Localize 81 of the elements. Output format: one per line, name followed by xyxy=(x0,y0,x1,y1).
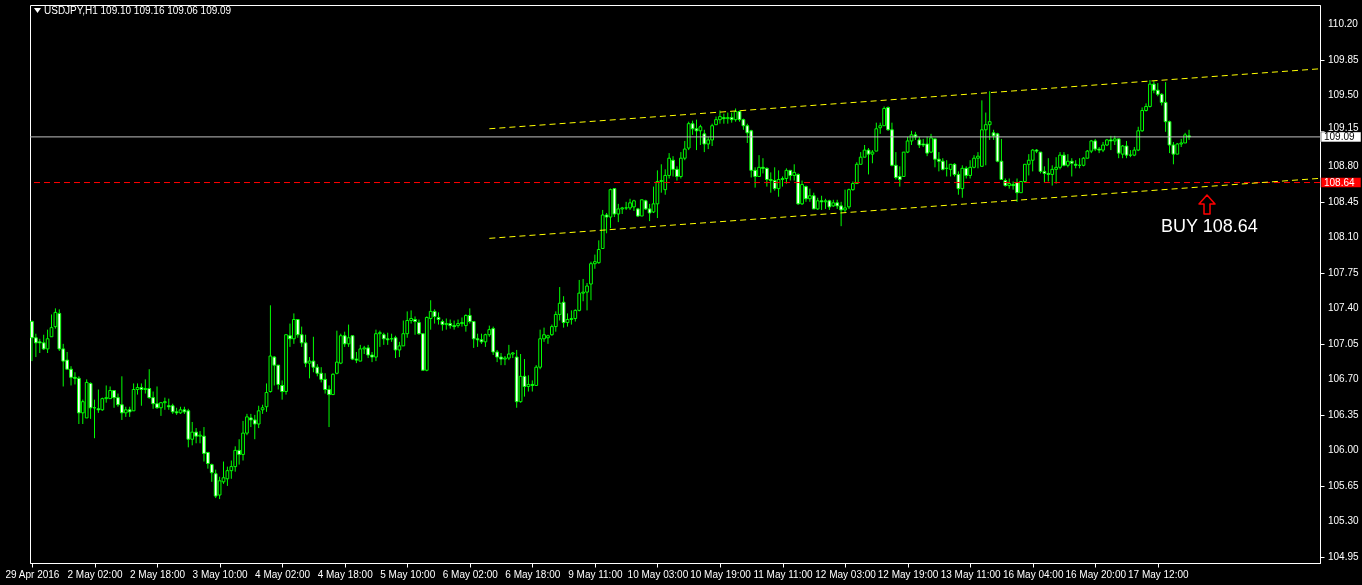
x-tick-label: 6 May 18:00 xyxy=(505,568,561,580)
candlestick xyxy=(768,171,773,194)
y-tick-label: 108.45 xyxy=(1328,195,1360,207)
x-tick-label: 17 May 12:00 xyxy=(1127,568,1189,580)
candlestick xyxy=(456,319,460,329)
candlestick xyxy=(452,320,456,331)
candlestick xyxy=(596,239,601,265)
x-tick-label: 5 May 10:00 xyxy=(380,568,436,580)
candlestick xyxy=(987,90,992,141)
y-tick-label: 106.35 xyxy=(1328,408,1360,420)
x-tick-label: 11 May 11:00 xyxy=(753,568,813,580)
candlestick xyxy=(163,397,167,411)
candlestick xyxy=(624,201,628,211)
candlestick xyxy=(112,390,116,409)
candlestick xyxy=(722,113,726,125)
candlestick xyxy=(120,375,124,421)
candlestick xyxy=(1015,177,1019,203)
candlestick xyxy=(776,169,781,198)
x-tick-label: 10 May 19:00 xyxy=(690,568,752,580)
candlestick xyxy=(460,316,464,328)
y-tick-label: 109.50 xyxy=(1328,89,1360,101)
candlestick xyxy=(968,159,972,179)
y-tick-label: 106.00 xyxy=(1328,444,1360,456)
candlestick xyxy=(1011,181,1015,191)
y-tick-label: 105.65 xyxy=(1328,479,1360,491)
candlestick xyxy=(256,405,261,429)
candlestick xyxy=(335,330,339,375)
annotation: BUY 108.64 xyxy=(1161,216,1258,236)
ref-line-label: 108.64 xyxy=(1324,176,1356,188)
y-tick-label: 109.85 xyxy=(1328,53,1360,65)
y-tick-label: 106.70 xyxy=(1328,373,1360,385)
x-tick-label: 12 May 19:00 xyxy=(877,568,939,580)
candlestick xyxy=(1054,156,1058,185)
x-tick-label: 16 May 20:00 xyxy=(1065,568,1127,580)
candlestick xyxy=(194,427,198,444)
candlestick xyxy=(698,124,703,146)
candlestick xyxy=(374,329,378,362)
ref-line-label: 109.09 xyxy=(1324,130,1356,142)
x-tick-label: 6 May 02:00 xyxy=(442,568,499,580)
candlestick xyxy=(202,426,206,463)
candlestick xyxy=(252,414,257,440)
x-tick-label: 2 May 18:00 xyxy=(130,568,186,580)
candlestick xyxy=(499,352,503,366)
x-tick-label: 10 May 03:00 xyxy=(627,568,689,580)
candlestick xyxy=(292,312,296,345)
y-tick-label: 107.05 xyxy=(1328,337,1360,349)
candlestick xyxy=(1046,157,1051,183)
candlestick xyxy=(143,378,148,395)
y-tick-label: 104.95 xyxy=(1328,550,1360,562)
candlestick xyxy=(155,385,159,410)
y-tick-label: 110.20 xyxy=(1328,18,1359,30)
candlestick xyxy=(655,169,660,219)
x-tick-label: 4 May 18:00 xyxy=(317,568,374,580)
candlestick xyxy=(1148,79,1152,108)
x-tick-label: 16 May 04:00 xyxy=(1002,568,1064,580)
candlestick xyxy=(1069,157,1074,177)
candlestick xyxy=(925,136,929,157)
y-tick-label: 109.15 xyxy=(1328,121,1360,133)
x-tick-label: 2 May 02:00 xyxy=(67,568,123,580)
candlestick xyxy=(772,166,777,192)
y-tick-label: 108.80 xyxy=(1328,160,1360,172)
x-tick-label: 3 May 10:00 xyxy=(192,568,249,580)
x-tick-label: 9 May 11:00 xyxy=(568,568,623,580)
y-tick-label: 107.75 xyxy=(1328,266,1360,278)
candlestick xyxy=(1030,148,1035,172)
candlestick xyxy=(843,189,847,214)
chart-title: USDJPY,H1 109.10 109.16 109.06 109.09 xyxy=(44,5,232,16)
x-tick-label: 29 Apr 2016 xyxy=(5,568,60,580)
y-tick-label: 108.10 xyxy=(1328,231,1360,243)
candlestick xyxy=(671,155,675,177)
candlestick xyxy=(507,344,511,361)
candlestick xyxy=(933,138,937,168)
candlestick xyxy=(718,110,722,125)
x-tick-label: 12 May 03:00 xyxy=(815,568,877,580)
y-tick-label: 105.30 xyxy=(1328,515,1360,527)
candlestick xyxy=(225,466,230,487)
candlestick xyxy=(1109,135,1113,151)
y-tick-label: 107.40 xyxy=(1328,302,1360,314)
candlestick xyxy=(1116,138,1121,159)
x-tick-label: 4 May 02:00 xyxy=(255,568,311,580)
x-tick-label: 13 May 11:00 xyxy=(940,568,1001,580)
